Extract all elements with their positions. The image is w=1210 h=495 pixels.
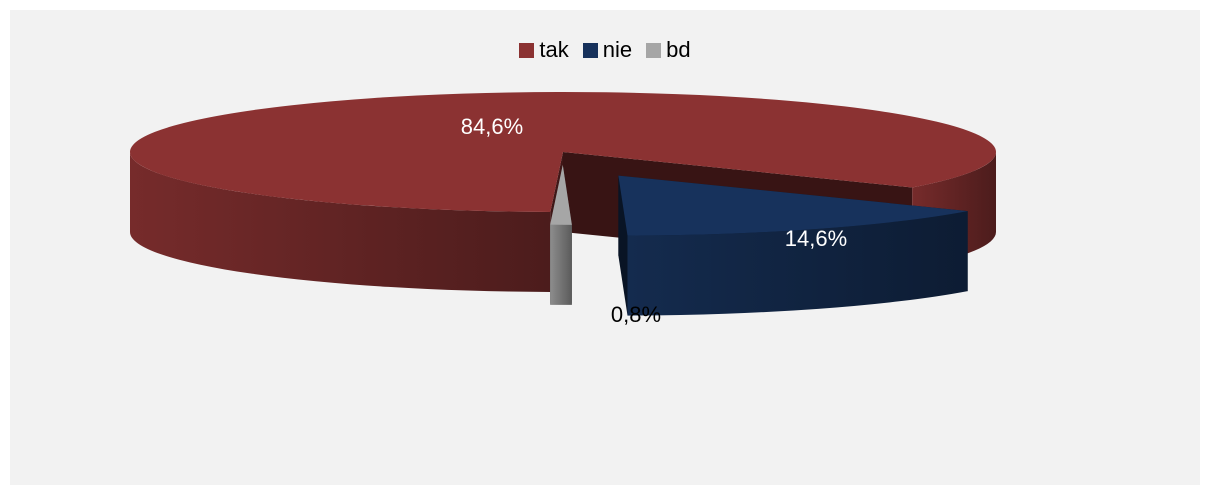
- legend-item-tak: tak: [519, 37, 569, 63]
- legend-item-bd: bd: [646, 37, 691, 63]
- legend: tak nie bd: [10, 37, 1200, 63]
- slice-wall-tak: [130, 152, 551, 292]
- data-label-nie: 14,6%: [785, 226, 847, 251]
- legend-label-nie: nie: [602, 37, 633, 62]
- legend-label-tak: tak: [539, 37, 569, 62]
- pie-slice-nie: [618, 175, 968, 316]
- slice-top-nie: [618, 175, 968, 236]
- slice-cut-face-nie: [618, 175, 628, 316]
- data-label-tak: 84,6%: [461, 114, 523, 139]
- slice-top-bd: [550, 164, 572, 225]
- data-label-bd: 0,8%: [611, 302, 661, 327]
- pie-slice-bd: [550, 164, 572, 305]
- legend-item-nie: nie: [582, 37, 633, 63]
- pie-chart: 84,6% 14,6% 0,8%: [130, 91, 997, 327]
- legend-label-bd: bd: [666, 37, 691, 62]
- chart-area: tak nie bd 84,6% 14,6% 0,8%: [10, 10, 1200, 485]
- slice-wall-bd: [550, 224, 572, 305]
- slice-top-tak: [130, 91, 997, 212]
- legend-swatch-nie: [582, 42, 598, 58]
- slice-wall-nie: [627, 211, 968, 316]
- legend-swatch-tak: [519, 42, 535, 58]
- legend-swatch-bd: [646, 42, 662, 58]
